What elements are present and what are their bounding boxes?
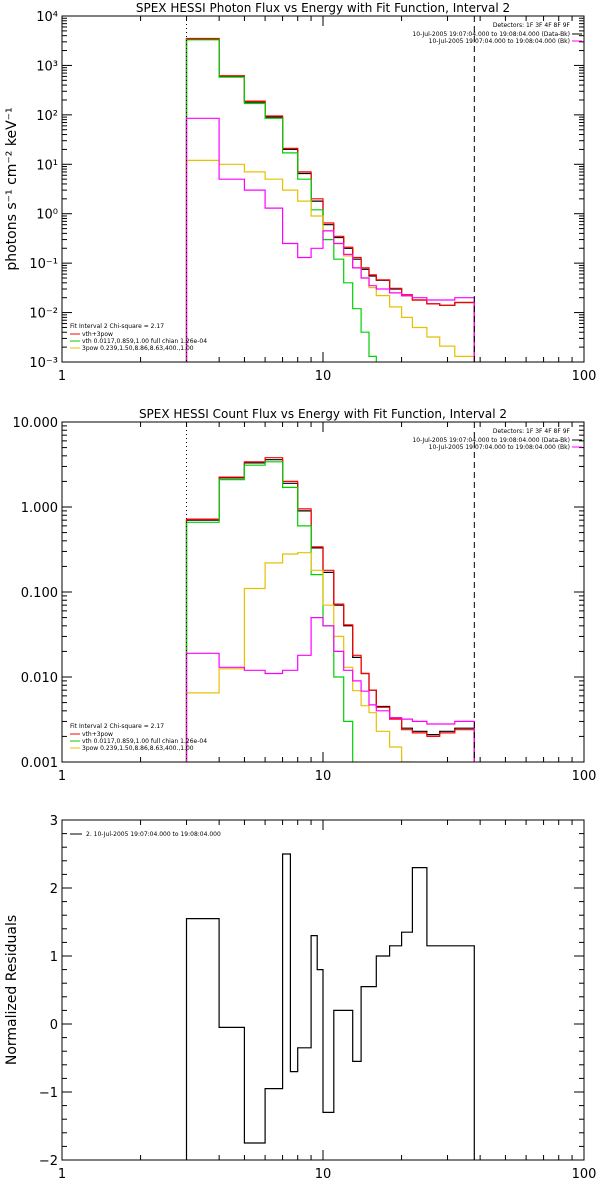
legend-entry-label: 10-Jul-2005 19:07:04.000 to 19:08:04.000… [429,444,570,451]
legend-entry-label: vth+3pow [82,731,113,738]
y-tick-label: 10¹ [36,158,58,173]
legend-entry-label: 10-Jul-2005 19:07:04.000 to 19:08:04.000… [412,31,570,38]
y-tick-label: 0.010 [21,671,58,686]
series-group [185,37,475,362]
series-line-1 [185,459,475,762]
legend-detectors: Detectors: 1F 3F 4F 8F 9F [493,22,571,29]
y-tick-label: 10.000 [13,416,59,431]
y-axis-label: photons s⁻¹ cm⁻² keV⁻¹ [4,107,20,270]
legend-entry-label: 2. 10-Jul-2005 19:07:04.000 to 19:08:04.… [86,831,221,838]
y-tick-label: 10² [36,109,58,124]
series-line-5 [185,617,475,762]
legend-top-left: 2. 10-Jul-2005 19:07:04.000 to 19:08:04.… [70,831,221,838]
y-tick-label: 10⁻¹ [29,257,58,272]
legend-entry-label: 3pow 0.239,1.50,8.86,8.63,400.,1.00 [82,745,194,752]
chart-panel-1: SPEX HESSI Photon Flux vs Energy with Fi… [4,1,597,384]
series-line-1 [185,853,475,1160]
series-line-2 [185,457,475,762]
series-line-4 [185,159,475,362]
y-tick-label: 10⁻³ [29,356,58,371]
series-line-5 [185,117,475,362]
plot-frame [61,15,585,363]
legend-top-right: Detectors: 1F 3F 4F 8F 9F 10-Jul-2005 19:… [412,22,582,45]
legend-top-right: Detectors: 1F 3F 4F 8F 9F 10-Jul-2005 19:… [412,428,582,451]
plot-frame [61,421,585,763]
series-line-3 [185,461,354,762]
legend-entry-label: vth+3pow [82,331,113,338]
legend-entry-label: 3pow 0.239,1.50,8.86,8.63,400.,1.00 [82,345,194,352]
x-tick-label: 100 [572,769,597,784]
chart-title: SPEX HESSI Photon Flux vs Energy with Fi… [136,1,510,15]
chart-panel-3: Normalized Residuals 1 10 100 −2 −1 0 1 2 3 2. 10-… [4,814,596,1182]
x-tick-label: 100 [572,369,597,384]
legend-entry-label: vth 0.0117,0.859,1.00 full chian 1.26e-0… [82,738,207,745]
y-tick-label: −2 [39,1154,58,1169]
y-tick-label: 10⁻² [29,307,58,322]
legend-entry-label: vth 0.0117,0.859,1.00 full chian 1.26e-0… [82,338,207,345]
legend-bottom-left: Fit Interval 2 Chi-square = 2.17vth+3pow… [70,323,207,352]
y-tick-label: 1.000 [21,501,58,516]
x-tick-label: 100 [572,1167,597,1182]
y-tick-label: 0.100 [21,586,58,601]
y-tick-label: 2 [50,882,58,897]
x-tick-label: 10 [315,769,332,784]
series-group [185,457,475,762]
series-line-1 [185,38,475,362]
series-line-3 [185,39,377,362]
x-tick-label: 1 [58,369,66,384]
y-tick-label: −1 [39,1086,58,1101]
y-tick-label: 10⁰ [36,208,58,223]
y-tick-label: 1 [50,950,58,965]
y-tick-label: 0.001 [21,756,58,771]
legend-entry-label: 10-Jul-2005 19:07:04.000 to 19:08:04.000… [429,38,570,45]
legend-fit-header: Fit Interval 2 Chi-square = 2.17 [70,723,164,730]
y-tick-label: 10⁴ [36,10,58,25]
legend-bottom-left: Fit Interval 2 Chi-square = 2.17vth+3pow… [70,723,207,752]
y-tick-label: 3 [50,814,58,829]
y-axis-label: Normalized Residuals [4,915,20,1065]
chart-title: SPEX HESSI Count Flux vs Energy with Fit… [139,407,507,421]
chart-panel-2: SPEX HESSI Count Flux vs Energy with Fit… [13,407,597,784]
y-tick-label: 10³ [36,59,58,74]
series-line-2 [185,37,475,362]
legend-entry-label: 10-Jul-2005 19:07:04.000 to 19:08:04.000… [412,437,570,444]
x-tick-label: 10 [315,1167,332,1182]
plot-frame [61,819,585,1161]
series-group [185,853,475,1160]
x-tick-label: 1 [58,1167,66,1182]
legend-fit-header: Fit Interval 2 Chi-square = 2.17 [70,323,164,330]
x-tick-label: 10 [315,369,332,384]
legend-detectors: Detectors: 1F 3F 4F 8F 9F [493,428,571,435]
x-tick-label: 1 [58,769,66,784]
y-tick-label: 0 [50,1018,58,1033]
